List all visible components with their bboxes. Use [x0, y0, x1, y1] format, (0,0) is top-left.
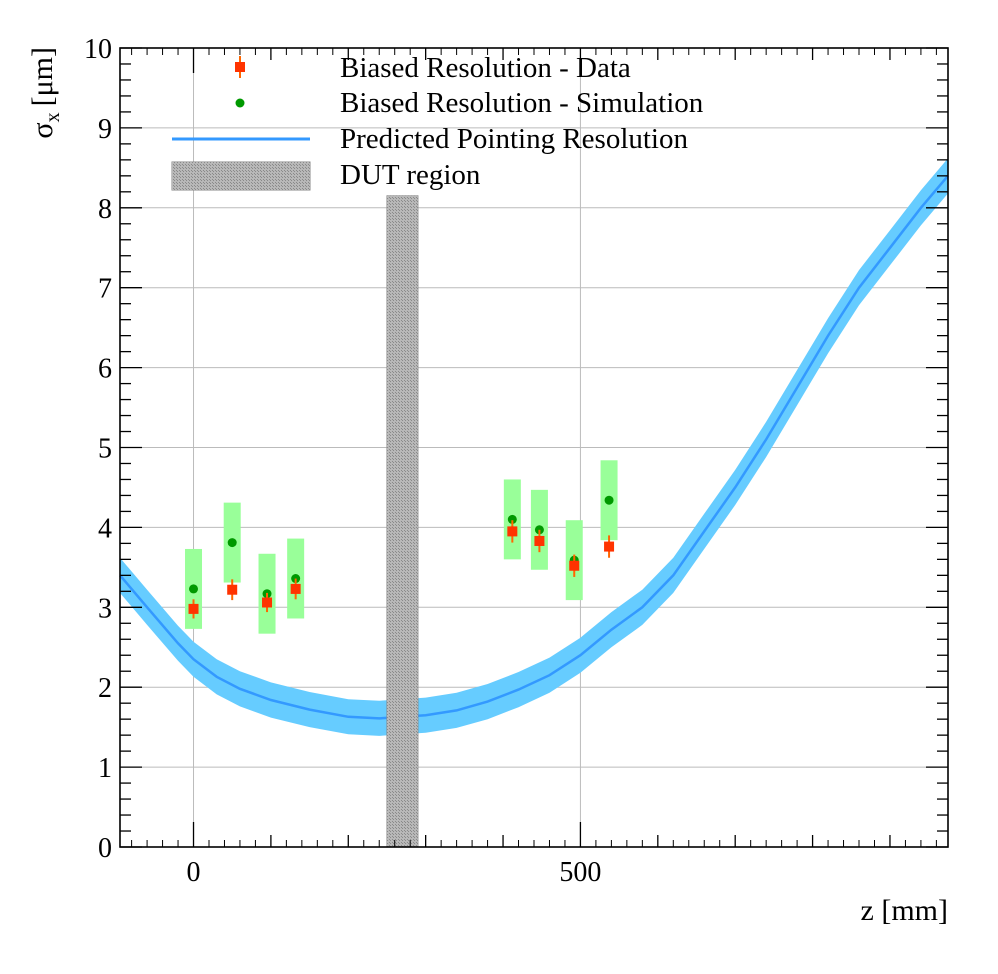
y-tick-label: 2: [98, 673, 112, 704]
y-tick-label: 10: [84, 34, 112, 65]
y-tick-label: 0: [98, 833, 112, 864]
x-tick-label: 500: [559, 857, 601, 888]
data-point: [188, 603, 199, 614]
legend-label-data: Biased Resolution - Data: [340, 52, 631, 84]
predicted-resolution-band: [120, 158, 948, 736]
dut-region-hatch: [386, 195, 418, 847]
data-point: [507, 526, 518, 537]
simulation-point: [189, 584, 199, 594]
legend-entry-predicted: Predicted Pointing Resolution: [172, 123, 688, 155]
predicted-resolution-line-group: [119, 174, 949, 720]
x-tick-labels: 0 500: [187, 857, 602, 888]
y-axis-label-symbol: σ: [26, 122, 59, 138]
y-tick-labels: 0 1 2 3 4 5 6 7 8 9 10: [84, 34, 112, 864]
simulation-point: [604, 495, 614, 505]
y-tick-label: 1: [98, 753, 112, 784]
simulation-point: [507, 514, 517, 524]
legend-data-marker: [235, 62, 245, 72]
y-tick-label: 4: [98, 513, 112, 544]
axis-ticks: [120, 47, 948, 848]
y-tick-label: 6: [98, 354, 112, 385]
y-tick-label: 8: [98, 194, 112, 225]
legend-sim-marker: [235, 98, 245, 108]
legend-label-simulation: Biased Resolution - Simulation: [340, 87, 704, 119]
legend-entry-data: Biased Resolution - Data: [235, 52, 631, 84]
x-axis-label: z [mm]: [861, 894, 948, 927]
simulation-point: [227, 538, 237, 548]
predicted-resolution-line: [119, 174, 949, 720]
y-tick-label: 3: [98, 593, 112, 624]
y-tick-label: 5: [98, 434, 112, 465]
predicted-band-area: [120, 158, 948, 736]
legend-label-dut: DUT region: [340, 159, 481, 191]
data-point: [290, 583, 301, 594]
y-axis-label-unit: [μm]: [26, 47, 59, 106]
legend-entry-simulation: Biased Resolution - Simulation: [235, 87, 704, 119]
data-point: [227, 584, 238, 595]
legend: Biased Resolution - Data Biased Resoluti…: [171, 52, 704, 191]
data-point: [569, 560, 580, 571]
y-tick-label: 9: [98, 114, 112, 145]
x-tick-label: 0: [187, 857, 201, 888]
y-tick-label: 7: [98, 274, 112, 305]
y-axis-label-subscript: x: [42, 112, 64, 122]
data-point: [262, 597, 273, 608]
dut-region-group: [386, 195, 419, 848]
data-points: [188, 520, 615, 619]
data-point: [534, 535, 545, 546]
legend-dut-hatch: [172, 162, 310, 190]
data-point: [604, 541, 615, 552]
legend-entry-dut: DUT region: [171, 159, 481, 191]
y-axis-label: σx [μm]: [26, 47, 64, 139]
legend-label-predicted: Predicted Pointing Resolution: [340, 123, 688, 155]
